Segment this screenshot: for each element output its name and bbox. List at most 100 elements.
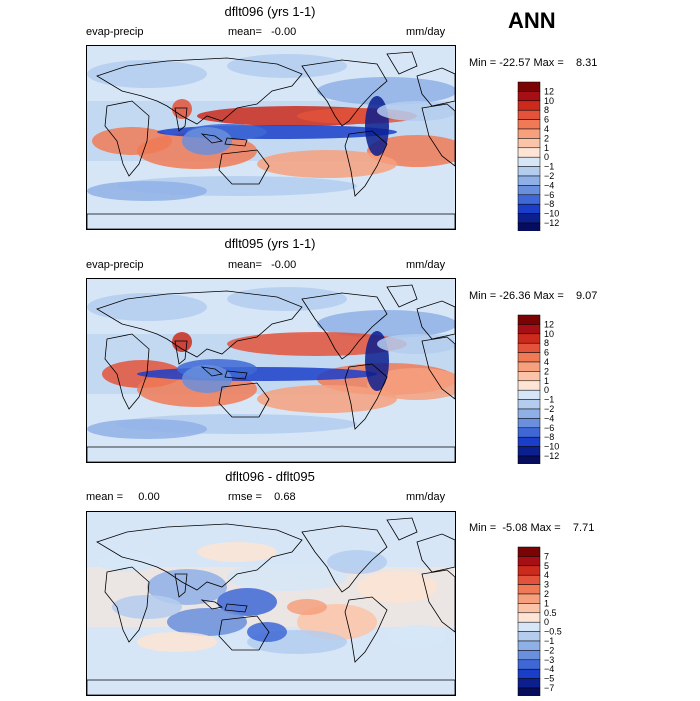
colorbar-tick-label: 8 [544, 105, 549, 115]
colorbar-tick-label: 1 [544, 143, 549, 153]
panel3-mean-label: mean = 0.00 [86, 491, 160, 503]
colorbar-tick-label: −4 [544, 664, 554, 674]
coastline [200, 599, 248, 613]
contour-region [357, 571, 437, 603]
colorbar-tick-label: 2 [544, 366, 549, 376]
colorbar-tick-label: 8 [544, 338, 549, 348]
panel2-colorbar: 12 10 8 6 4 2 1 0 −1 −2 −4 −6 −8 −10 −12 [517, 314, 577, 469]
coastline [200, 133, 248, 147]
colorbar-box [517, 687, 541, 698]
colorbar-tick-label: 0 [544, 385, 549, 395]
colorbar-tick-label: −6 [544, 423, 554, 433]
colorbar-tick-label: −12 [544, 218, 559, 228]
colorbar-tick-label: 0 [544, 617, 549, 627]
colorbar-box [517, 418, 541, 429]
contour-region [257, 385, 397, 413]
colorbar-box [517, 427, 541, 438]
panel1-units-label: mm/day [406, 26, 446, 38]
colorbar-box [517, 584, 541, 595]
colorbar-box [517, 678, 541, 689]
season-label: ANN [508, 8, 556, 33]
coastline [421, 569, 455, 633]
colorbar-box [517, 650, 541, 661]
coastline [96, 523, 303, 591]
colorbar-box [517, 640, 541, 651]
colorbar-tick-label: 5 [544, 561, 549, 571]
coastline [104, 333, 150, 410]
panel1-colorbar: 12 10 8 6 4 2 1 0 −1 −2 −4 −6 −8 −10 −12 [517, 81, 577, 236]
coastlines [87, 517, 455, 695]
panel3-units-label: mm/day [406, 491, 446, 503]
colorbar-tick-label: −8 [544, 199, 554, 209]
colorbar-box [517, 446, 541, 457]
colorbar-box [517, 668, 541, 679]
panel3-minmax: Min = -5.08 Max = 7.71 [469, 522, 595, 534]
colorbar-box [517, 333, 541, 344]
colorbar-tick-label: −2 [544, 404, 554, 414]
colorbar-box [517, 324, 541, 335]
colorbar-tick-label: 4 [544, 357, 549, 367]
coastline [174, 340, 188, 365]
contour-region [182, 127, 232, 155]
map-field [87, 54, 455, 201]
colorbar-box [517, 91, 541, 102]
coastline [96, 290, 303, 358]
colorbar-box [517, 342, 541, 353]
colorbar-tick-label: 2 [544, 133, 549, 143]
panel3-colorbar: 7 5 4 3 2 1 0.5 0 −0.5 −1 −2 −3 −4 −5 −7 [517, 546, 577, 701]
colorbar-tick-label: 10 [544, 96, 554, 106]
coastline [96, 57, 303, 125]
panel3-map [86, 511, 456, 696]
colorbar-box [517, 593, 541, 604]
colorbar-box [517, 621, 541, 632]
colorbar-box [517, 147, 541, 158]
colorbar-tick-label: 3 [544, 580, 549, 590]
colorbar-tick-label: −2 [544, 645, 554, 655]
contour-region [387, 625, 447, 649]
colorbar-tick-label: 10 [544, 329, 554, 339]
colorbar-box [517, 166, 541, 177]
panel2-minmax: Min = -26.36 Max = 9.07 [469, 290, 598, 302]
colorbar-box [517, 100, 541, 111]
coastline [301, 59, 388, 127]
contour-region [217, 588, 277, 616]
colorbar-tick-label: 0.5 [544, 608, 557, 618]
colorbar-tick-label: −12 [544, 451, 559, 461]
colorbar-tick-label: −7 [544, 683, 554, 693]
colorbar-tick-label: −0.5 [544, 627, 562, 637]
coastline [218, 149, 270, 185]
coastline [218, 615, 270, 651]
panel1-minmax: Min = -22.57 Max = 8.31 [469, 57, 598, 69]
coastline [421, 336, 455, 400]
colorbar-tick-label: 6 [544, 348, 549, 358]
colorbar-tick-label: −1 [544, 636, 554, 646]
contour-region [97, 552, 157, 572]
contour-region [147, 569, 227, 605]
coastline [421, 103, 455, 167]
colorbar-tick-label: −6 [544, 190, 554, 200]
contour-region [182, 365, 232, 393]
colorbar-box [517, 203, 541, 214]
coastline [104, 566, 150, 643]
panel2-variable-label: evap-precip [86, 259, 144, 271]
colorbar-box [517, 546, 541, 557]
map-field [97, 542, 447, 654]
colorbar-box [517, 175, 541, 186]
contour-region [197, 542, 277, 562]
colorbar-tick-label: 1 [544, 376, 549, 386]
panel3-rmse-label: rmse = 0.68 [228, 491, 296, 503]
contour-region [227, 54, 347, 78]
colorbar-box [517, 659, 541, 670]
colorbar-tick-label: −10 [544, 442, 559, 452]
colorbar-box [517, 408, 541, 419]
panel1-map [86, 45, 456, 230]
colorbar-tick-label: 12 [544, 319, 554, 329]
colorbar-tick-label: 12 [544, 86, 554, 96]
colorbar-tick-label: −4 [544, 413, 554, 423]
colorbar-box [517, 128, 541, 139]
coastlines [87, 284, 455, 462]
contour-region [327, 550, 387, 574]
colorbar-box [517, 565, 541, 576]
colorbar-box [517, 81, 541, 92]
coastline [416, 533, 455, 573]
